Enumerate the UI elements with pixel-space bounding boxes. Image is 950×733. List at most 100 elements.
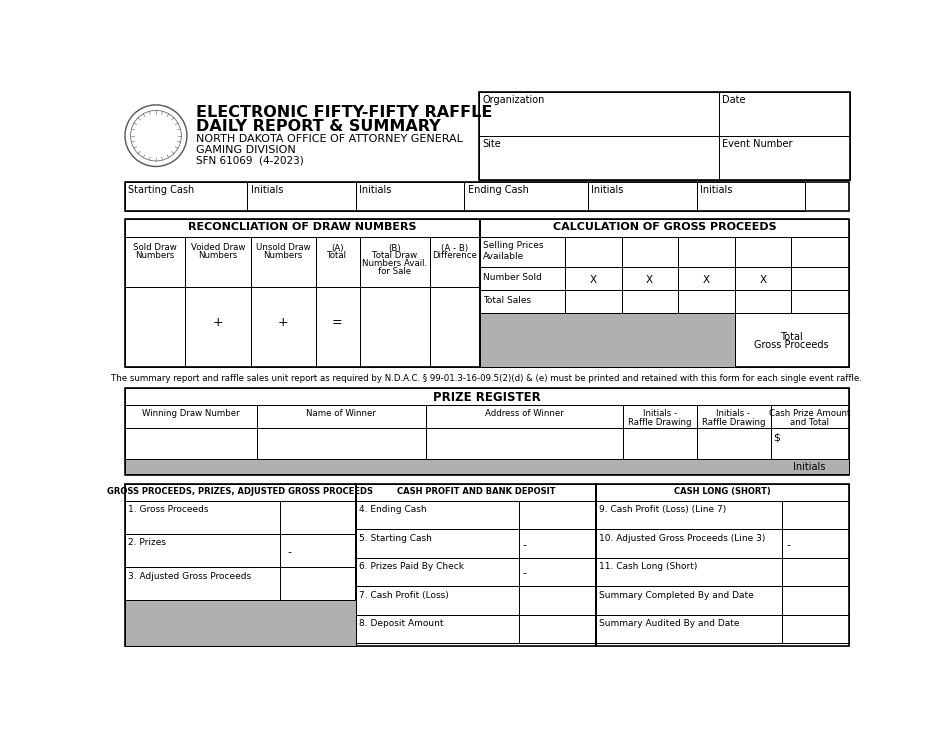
Bar — [429, 287, 480, 366]
Bar — [125, 219, 480, 237]
Bar — [770, 428, 848, 459]
Bar — [125, 567, 356, 600]
Text: 10. Adjusted Gross Proceeds (Line 3): 10. Adjusted Gross Proceeds (Line 3) — [599, 534, 766, 543]
Bar — [125, 388, 848, 474]
Bar — [356, 501, 597, 529]
Bar — [426, 405, 623, 428]
Bar — [125, 182, 247, 211]
Text: (A - B): (A - B) — [441, 243, 468, 252]
Bar — [621, 267, 678, 290]
Bar — [597, 501, 782, 529]
Bar — [565, 237, 621, 267]
Text: -: - — [288, 547, 292, 557]
Bar — [735, 237, 791, 267]
Bar — [791, 267, 848, 290]
Bar — [356, 484, 597, 501]
Bar — [735, 313, 848, 366]
Bar — [360, 237, 429, 287]
Text: 3. Adjusted Gross Proceeds: 3. Adjusted Gross Proceeds — [128, 572, 251, 581]
Bar — [597, 586, 848, 615]
Text: Total: Total — [780, 332, 803, 342]
Bar — [315, 237, 360, 287]
Text: Summary Audited By and Date: Summary Audited By and Date — [599, 619, 740, 628]
Bar — [125, 600, 356, 647]
Bar — [356, 529, 597, 558]
Text: GROSS PROCEEDS, PRIZES, ADJUSTED GROSS PROCEEDS: GROSS PROCEEDS, PRIZES, ADJUSTED GROSS P… — [107, 487, 373, 496]
Bar — [125, 501, 356, 534]
Bar — [125, 428, 256, 459]
Bar — [125, 534, 280, 567]
Text: (B): (B) — [389, 243, 401, 252]
Bar — [597, 501, 848, 529]
Text: Site: Site — [483, 139, 501, 149]
Bar — [125, 388, 848, 405]
Bar — [356, 586, 519, 615]
Text: $: $ — [773, 432, 781, 442]
Bar — [356, 501, 519, 529]
Bar — [356, 586, 597, 615]
Text: =: = — [332, 315, 343, 328]
Bar — [597, 484, 848, 501]
Text: Numbers: Numbers — [263, 251, 303, 260]
Bar — [719, 136, 849, 180]
Bar — [356, 484, 597, 647]
Text: X: X — [759, 275, 767, 285]
Bar — [480, 237, 848, 267]
Text: Address of Winner: Address of Winner — [484, 409, 563, 418]
Text: -: - — [522, 568, 526, 578]
Bar — [479, 92, 849, 180]
Bar — [356, 558, 597, 586]
Bar — [791, 237, 848, 267]
Text: Cash Prize Amount: Cash Prize Amount — [769, 409, 850, 418]
Text: (A): (A) — [331, 243, 344, 252]
Bar — [480, 267, 565, 290]
Text: X: X — [646, 275, 654, 285]
Bar — [735, 290, 791, 313]
Text: GAMING DIVISION: GAMING DIVISION — [197, 145, 296, 155]
Bar — [125, 484, 356, 647]
Bar — [480, 290, 565, 313]
Bar — [125, 219, 480, 366]
Bar — [597, 529, 848, 558]
Bar — [465, 182, 588, 211]
Text: ELECTRONIC FIFTY-FIFTY RAFFLE: ELECTRONIC FIFTY-FIFTY RAFFLE — [197, 105, 493, 120]
Text: Raffle Drawing: Raffle Drawing — [628, 418, 692, 427]
Text: X: X — [590, 275, 597, 285]
Text: Winning Draw Number: Winning Draw Number — [142, 409, 239, 418]
Text: Total Draw: Total Draw — [372, 251, 417, 260]
Bar — [356, 558, 519, 586]
Bar — [125, 501, 280, 534]
Text: Date: Date — [722, 95, 746, 105]
Text: Difference: Difference — [432, 251, 477, 260]
Text: Numbers: Numbers — [199, 251, 238, 260]
Text: Ending Cash: Ending Cash — [467, 185, 528, 195]
Text: Initials: Initials — [592, 185, 624, 195]
Bar — [597, 558, 782, 586]
Text: Starting Cash: Starting Cash — [128, 185, 195, 195]
Bar — [791, 290, 848, 313]
Bar — [356, 182, 465, 211]
Bar — [125, 405, 256, 428]
Text: DAILY REPORT & SUMMARY: DAILY REPORT & SUMMARY — [197, 119, 441, 133]
Text: 8. Deposit Amount: 8. Deposit Amount — [359, 619, 444, 628]
Bar — [480, 237, 565, 267]
Bar — [678, 290, 735, 313]
Bar — [251, 237, 315, 287]
Bar — [565, 267, 621, 290]
Bar — [125, 484, 356, 501]
Text: Total Sales: Total Sales — [483, 296, 531, 305]
Text: Gross Proceeds: Gross Proceeds — [754, 340, 828, 350]
Text: The summary report and raffle sales unit report as required by N.D.A.C. § 99-01.: The summary report and raffle sales unit… — [111, 375, 863, 383]
Bar — [623, 428, 697, 459]
Bar — [256, 405, 426, 428]
Bar — [125, 459, 848, 474]
Text: 1. Gross Proceeds: 1. Gross Proceeds — [128, 505, 209, 515]
Bar — [480, 290, 848, 313]
Text: Voided Draw: Voided Draw — [191, 243, 245, 252]
Bar — [697, 182, 806, 211]
Text: PRIZE REGISTER: PRIZE REGISTER — [433, 391, 541, 405]
Bar — [480, 313, 735, 366]
Text: RECONCLIATION OF DRAW NUMBERS: RECONCLIATION OF DRAW NUMBERS — [188, 222, 417, 232]
Text: Event Number: Event Number — [722, 139, 793, 149]
Text: Name of Winner: Name of Winner — [306, 409, 376, 418]
